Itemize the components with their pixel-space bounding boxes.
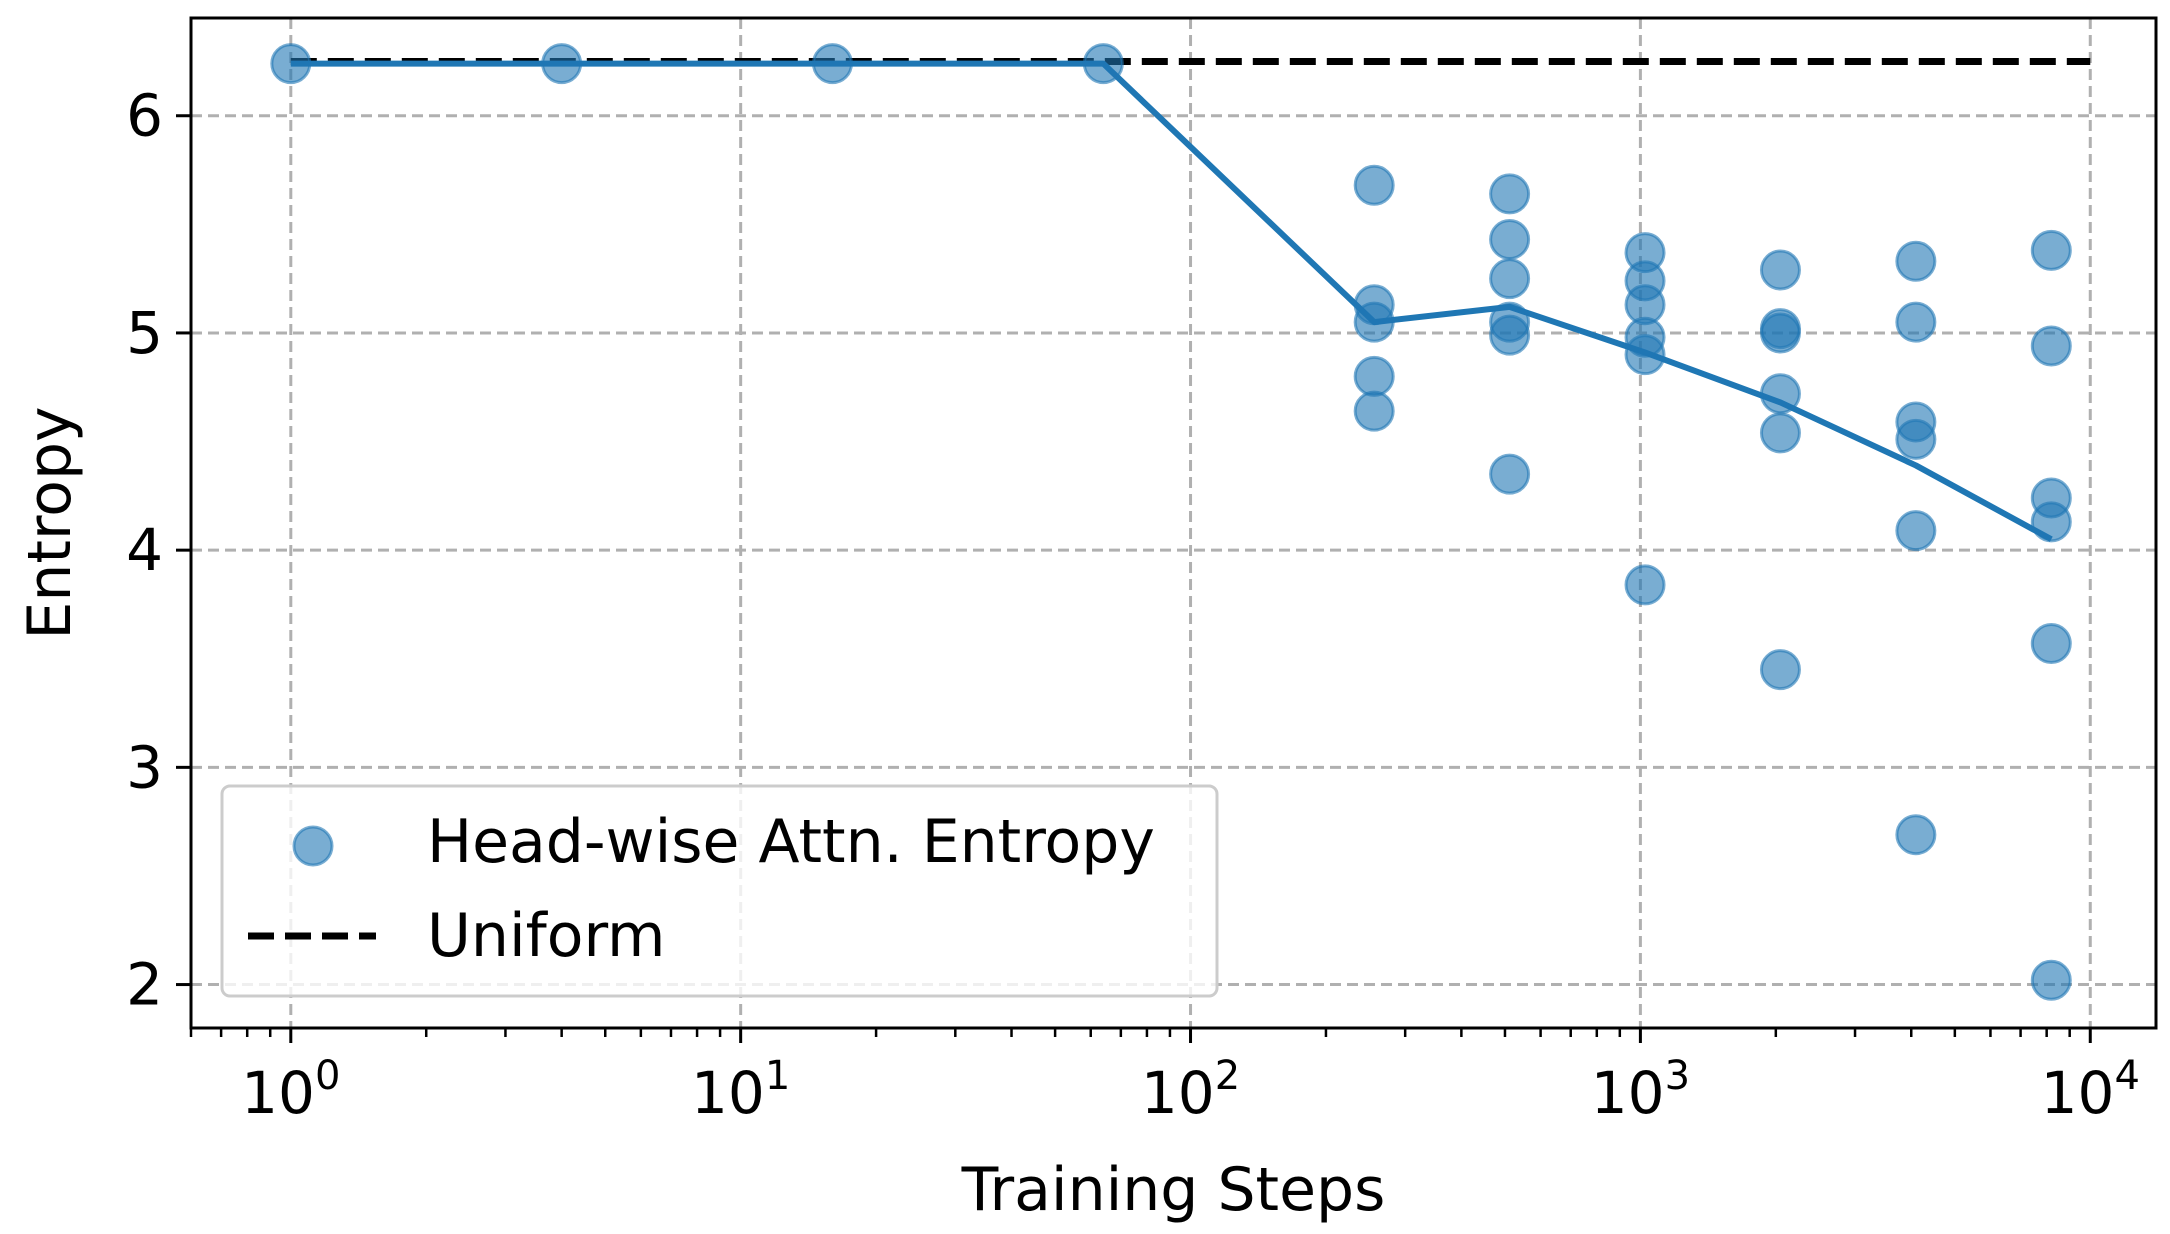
y-tick-label: 2 (126, 951, 163, 1019)
entropy-point (270, 43, 312, 85)
entropy-point (1759, 373, 1801, 415)
entropy-point (1759, 649, 1801, 691)
entropy-point (1895, 418, 1937, 460)
entropy-point (1353, 390, 1395, 432)
entropy-point (1353, 301, 1395, 343)
ticks: 100 101 102 103 104 2 3 4 5 6 (126, 82, 2140, 1127)
entropy-point (1489, 219, 1531, 261)
x-axis-title: Training Steps (961, 1155, 1386, 1225)
y-tick-label: 3 (126, 733, 163, 801)
x-tick-label: 104 (2041, 1053, 2140, 1127)
entropy-point (1895, 814, 1937, 856)
entropy-point (1489, 314, 1531, 356)
legend-label-head-wise: Head-wise Attn. Entropy (427, 807, 1155, 877)
entropy-point (2030, 623, 2072, 665)
entropy-point (1895, 301, 1937, 343)
entropy-point (1895, 240, 1937, 282)
y-tick-label: 4 (126, 516, 163, 584)
plot-frame (189, 16, 2158, 1030)
mean-entropy-line (290, 60, 2053, 542)
entropy-point (1082, 43, 1124, 85)
x-tick-label: 100 (241, 1053, 340, 1127)
y-tick-label: 6 (126, 82, 163, 150)
entropy-point (541, 43, 583, 85)
y-tick-label: 5 (126, 299, 163, 367)
entropy-point (1759, 312, 1801, 354)
entropy-point (1489, 453, 1531, 495)
entropy-point (2030, 229, 2072, 271)
entropy-point (1759, 249, 1801, 291)
entropy-point (2030, 325, 2072, 367)
entropy-point (1759, 412, 1801, 454)
entropy-point (1489, 258, 1531, 300)
y-axis-title: Entropy (15, 406, 85, 639)
legend: Head-wise Attn. Entropy Uniform (220, 784, 1219, 998)
legend-label-uniform: Uniform (427, 901, 666, 971)
entropy-point (811, 43, 853, 85)
x-tick-label: 103 (1591, 1053, 1690, 1127)
entropy-point (1895, 510, 1937, 552)
entropy-point (1353, 355, 1395, 397)
entropy-point (1624, 564, 1666, 606)
x-tick-label: 101 (691, 1053, 790, 1127)
entropy-point (2030, 959, 2072, 1001)
entropy-point (1489, 173, 1531, 215)
entropy-point (2030, 501, 2072, 543)
legend-marker-head-wise (292, 825, 334, 867)
legend-box (220, 784, 1219, 998)
x-tick-label: 102 (1141, 1053, 1240, 1127)
entropy-point (1353, 164, 1395, 206)
entropy-point (1624, 334, 1666, 376)
series-layer (270, 43, 2091, 1001)
